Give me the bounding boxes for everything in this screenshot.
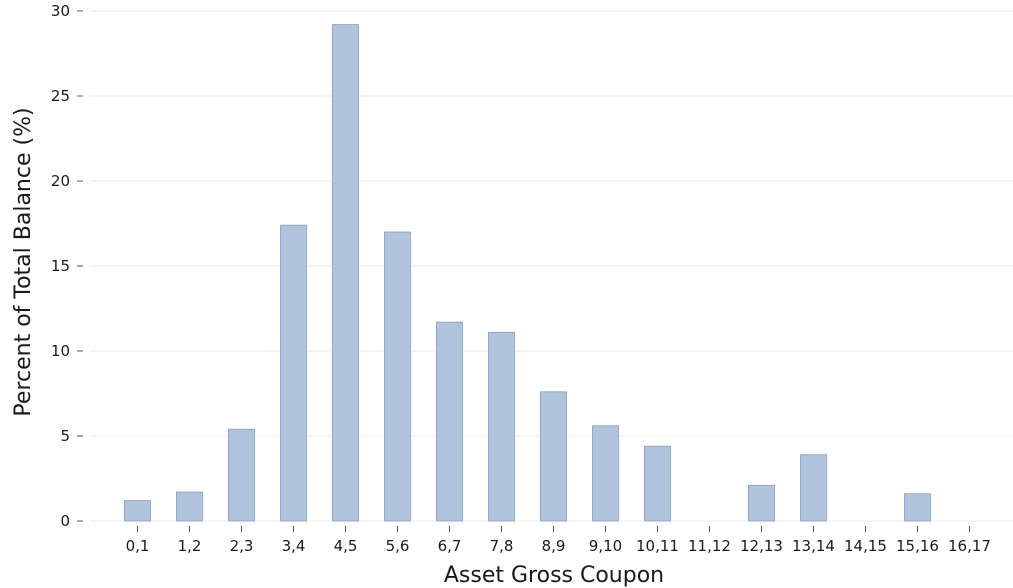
x-axis: 0,1 1,2 2,3 3,4 4,5 5,6 6,7 7,8 8,9 9,10 10,11 11,1… <box>126 526 991 555</box>
bar-0-1 <box>124 500 151 522</box>
x-tick-label: 1,2 <box>178 537 202 555</box>
bar-2-3 <box>228 428 255 522</box>
bar-13-14 <box>800 454 827 522</box>
x-tick-label: 3,4 <box>282 537 306 555</box>
x-tick-label: 13,14 <box>792 537 835 555</box>
y-tick-label: 10 <box>51 342 70 360</box>
bar-1-2 <box>176 491 203 522</box>
x-tick-label: 4,5 <box>334 537 358 555</box>
bar-4-5 <box>332 24 359 522</box>
x-tick-label: 15,16 <box>896 537 939 555</box>
bar-10-11 <box>644 445 671 522</box>
y-tick-label: 20 <box>51 172 70 190</box>
x-tick-label: 2,3 <box>230 537 254 555</box>
x-tick-label: 6,7 <box>438 537 462 555</box>
bar-5-6 <box>384 231 411 522</box>
x-tick-label: 10,11 <box>636 537 679 555</box>
y-tick-label: 15 <box>51 257 70 275</box>
y-axis: 0 5 10 15 20 25 30 <box>51 2 83 530</box>
x-tick-label: 5,6 <box>386 537 410 555</box>
bars <box>124 24 931 522</box>
y-tick-label: 0 <box>60 512 70 530</box>
y-axis-title: Percent of Total Balance (%) <box>11 107 36 416</box>
x-tick-label: 16,17 <box>948 537 991 555</box>
x-axis-title: Asset Gross Coupon <box>444 563 664 588</box>
bar-7-8 <box>488 331 515 522</box>
y-tick-label: 30 <box>51 2 70 20</box>
x-tick-label: 8,9 <box>542 537 566 555</box>
y-tick-label: 5 <box>60 427 70 445</box>
bar-3-4 <box>280 224 307 522</box>
x-tick-label: 14,15 <box>844 537 887 555</box>
x-tick-label: 9,10 <box>589 537 622 555</box>
bar-12-13 <box>748 484 775 522</box>
bar-8-9 <box>540 391 567 522</box>
bar-6-7 <box>436 321 463 522</box>
bar-9-10 <box>592 425 619 522</box>
bar-15-16 <box>904 493 931 522</box>
x-tick-label: 11,12 <box>688 537 731 555</box>
x-tick-label: 0,1 <box>126 537 150 555</box>
x-tick-label: 12,13 <box>740 537 783 555</box>
x-tick-label: 7,8 <box>490 537 514 555</box>
y-tick-label: 25 <box>51 87 70 105</box>
